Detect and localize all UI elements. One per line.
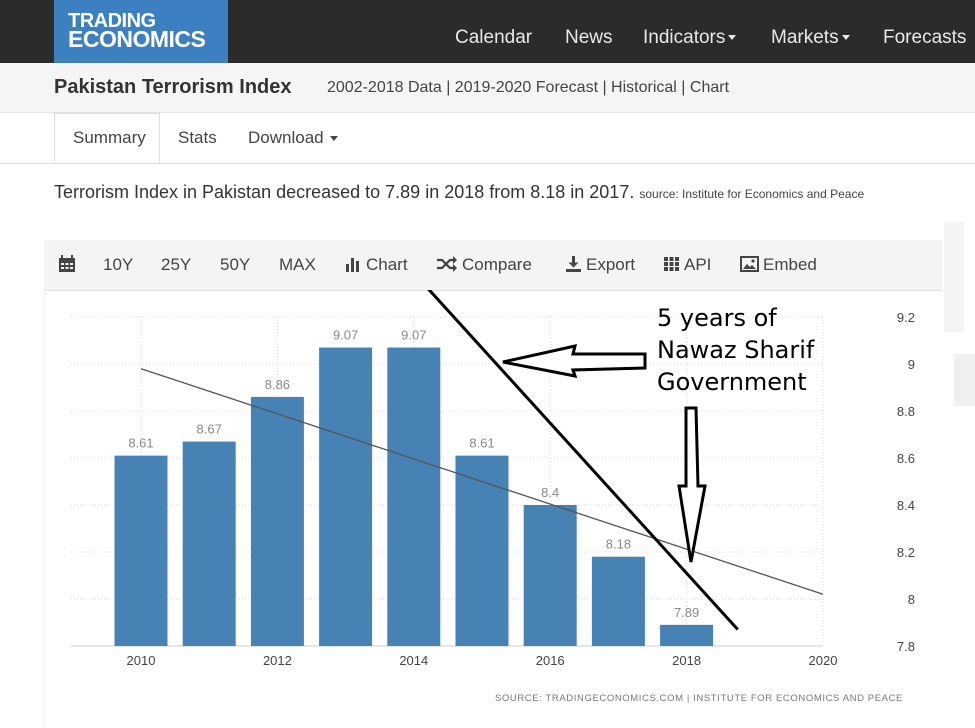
x-tick-label: 2012: [263, 653, 292, 668]
nav-forecasts-label: Forecasts: [883, 27, 967, 48]
api-button[interactable]: API: [663, 255, 711, 275]
nav-news[interactable]: News: [565, 27, 613, 49]
y-tick-label: 8: [908, 592, 915, 607]
shuffle-icon: [437, 256, 457, 272]
chevron-down-icon: [329, 136, 338, 142]
side-panel-edge-2: [954, 354, 975, 406]
range-25y-button[interactable]: 25Y: [161, 255, 192, 274]
nav-calendar[interactable]: Calendar: [455, 27, 532, 49]
nav-indicators[interactable]: Indicators: [643, 27, 737, 49]
bar[interactable]: [455, 455, 509, 646]
x-tick-label: 2016: [536, 653, 565, 668]
image-icon: [740, 256, 759, 272]
grid-icon: [664, 257, 679, 271]
y-tick-label: 8.8: [897, 404, 915, 419]
bar[interactable]: [660, 624, 714, 646]
trend-line: [140, 368, 824, 595]
top-navbar: TRADING ECONOMICS Calendar News Indicato…: [0, 0, 975, 63]
page-title: Pakistan Terrorism Index: [54, 76, 292, 98]
tab-summary-label: Summary: [73, 128, 146, 147]
embed-button[interactable]: Embed: [740, 255, 817, 275]
y-tick-label: 8.6: [897, 451, 915, 466]
data-label: 8.61: [469, 436, 494, 451]
bar[interactable]: [114, 455, 168, 646]
nav-indicators-label: Indicators: [643, 27, 726, 48]
logo-line-1: TRADING: [68, 10, 156, 32]
summary-source: source: Institute for Economics and Peac…: [639, 187, 865, 201]
range-50y-button[interactable]: 50Y: [220, 255, 251, 274]
export-button[interactable]: Export: [565, 255, 635, 275]
bar[interactable]: [250, 396, 304, 646]
x-tick-label: 2014: [399, 653, 428, 668]
bar[interactable]: [319, 347, 373, 646]
data-label: 8.61: [128, 436, 153, 451]
data-label: 8.86: [265, 377, 290, 392]
nav-calendar-label: Calendar: [455, 27, 533, 48]
calendar-icon: [59, 255, 75, 272]
download-icon: [566, 256, 581, 272]
chevron-down-icon: [841, 35, 850, 41]
y-tick-label: 9: [908, 357, 915, 372]
api-label: API: [684, 255, 712, 274]
tab-download[interactable]: Download: [248, 128, 338, 148]
page-subtitle: 2002-2018 Data | 2019-2020 Forecast | Hi…: [327, 79, 730, 96]
compare-button[interactable]: Compare: [436, 255, 532, 275]
annotation-text-line: Nawaz Sharif: [657, 336, 815, 364]
nav-forecasts[interactable]: Forecasts: [883, 27, 966, 49]
tab-summary[interactable]: Summary: [54, 113, 160, 163]
bar[interactable]: [591, 556, 645, 646]
tab-download-label: Download: [248, 128, 324, 147]
x-tick-label: 2020: [809, 653, 838, 668]
nav-news-label: News: [565, 27, 613, 48]
chart-source-text: SOURCE: TRADINGECONOMICS.COM | INSTITUTE…: [495, 693, 903, 704]
side-panel-edge: [944, 222, 964, 332]
range-10y-button[interactable]: 10Y: [103, 255, 134, 274]
range-max-button[interactable]: MAX: [279, 255, 316, 274]
summary-text: Terrorism Index in Pakistan decreased to…: [54, 182, 864, 203]
chart-type-label: Chart: [366, 255, 408, 274]
chart-toolbar: 10Y 25Y 50Y MAX Chart Compare Export API…: [44, 240, 942, 291]
tabs-row: Summary Stats Download: [0, 113, 975, 164]
embed-label: Embed: [763, 255, 817, 274]
tab-stats-label: Stats: [178, 128, 217, 147]
title-bar: Pakistan Terrorism Index 2002-2018 Data …: [0, 63, 975, 113]
calendar-button[interactable]: [58, 255, 80, 276]
logo-line-2: ECONOMICS: [68, 26, 206, 52]
chart-area: 8.61 8.67 8.86 9.07 9.07 8.61 8.4 8.18 7.89 2010 2…: [44, 290, 943, 728]
export-label: Export: [586, 255, 636, 274]
data-label: 9.07: [401, 328, 426, 343]
bar[interactable]: [523, 505, 577, 646]
y-tick-label: 8.4: [897, 498, 915, 513]
compare-label: Compare: [462, 255, 532, 274]
data-label: 9.07: [333, 328, 358, 343]
annotation-diagonal-line: [427, 290, 739, 631]
data-label: 8.4: [541, 485, 559, 500]
data-label: 8.67: [197, 422, 222, 437]
chart-type-button[interactable]: Chart: [345, 255, 408, 275]
annotation-text-line: 5 years of: [657, 304, 777, 332]
summary-sentence: Terrorism Index in Pakistan decreased to…: [54, 182, 635, 202]
chevron-down-icon: [728, 35, 737, 41]
brand-logo[interactable]: TRADING ECONOMICS: [54, 0, 228, 63]
bar-chart-icon: [346, 258, 359, 272]
data-label: 8.18: [606, 537, 631, 552]
nav-markets[interactable]: Markets: [771, 27, 850, 49]
x-tick-label: 2018: [672, 653, 701, 668]
y-tick-label: 7.8: [897, 639, 915, 654]
x-tick-label: 2010: [127, 653, 156, 668]
y-tick-label: 8.2: [897, 545, 915, 560]
arrow-left-icon: [502, 344, 647, 378]
data-label: 7.89: [674, 605, 699, 620]
nav-markets-label: Markets: [771, 27, 839, 48]
tab-stats[interactable]: Stats: [178, 128, 217, 148]
bar[interactable]: [387, 347, 441, 646]
bar[interactable]: [182, 441, 236, 646]
annotation-text-line: Government: [657, 368, 807, 396]
y-tick-label: 9.2: [897, 310, 915, 325]
arrow-down-icon: [677, 406, 707, 563]
